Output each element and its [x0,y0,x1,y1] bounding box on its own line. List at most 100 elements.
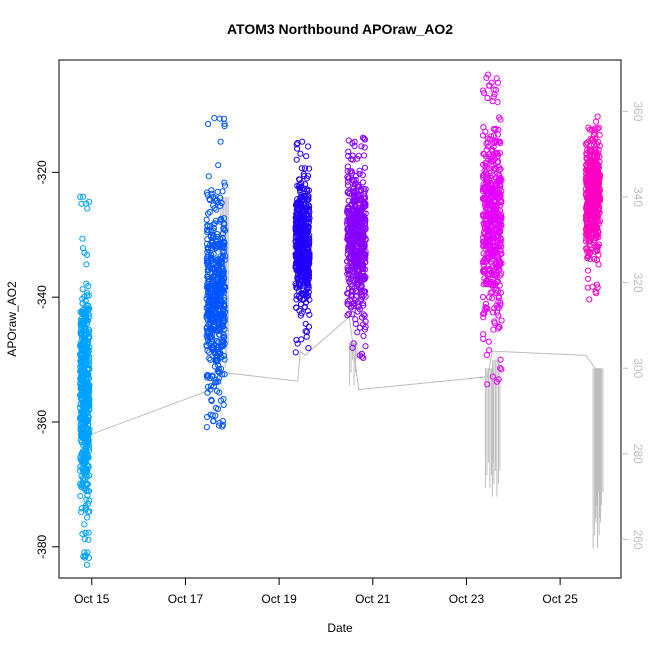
data-point [347,259,354,266]
data-point [595,138,602,145]
data-point [345,152,352,160]
data-point [220,215,228,222]
data-point [220,225,227,232]
data-point [491,139,498,147]
data-point [303,281,311,288]
data-point [592,200,599,207]
data-point [494,131,501,138]
data-point [494,99,501,106]
data-point [487,289,494,296]
data-point [498,270,505,277]
data-point [353,223,361,230]
data-point [77,492,84,500]
y-tick-label: -320 [35,160,49,184]
data-point [480,161,487,168]
data-point [221,297,228,304]
data-point [219,254,226,261]
data-point [292,349,299,356]
data-point [359,268,366,275]
secondary-y-axis: 360 340 320 300 280 260 [621,101,645,550]
data-point [203,424,210,431]
data-point [221,221,228,228]
data-point [587,249,594,256]
data-point [358,353,365,360]
data-point [485,197,492,204]
data-point [360,311,367,318]
data-point [344,182,352,189]
data-point [216,389,223,396]
data-point [203,240,210,247]
data-point [490,187,497,194]
data-point [344,290,351,297]
data-point [81,535,88,543]
data-point [300,195,307,202]
data-point [482,220,490,227]
data-point [359,300,367,307]
data-point [83,496,90,503]
y2-tick-label: 360 [631,101,645,121]
data-point [491,91,498,98]
data-point [84,492,91,499]
data-point [356,197,363,204]
data-point [354,282,361,289]
data-point [357,297,365,304]
data-point [354,181,361,188]
secondary-series [84,196,604,549]
data-point [203,216,210,223]
data-point [584,284,591,291]
data-point [78,481,86,488]
data-point [497,251,504,258]
data-point [491,305,498,312]
data-point [357,186,364,193]
data-point [361,136,368,143]
data-point [348,291,355,298]
data-point [496,185,504,192]
data-point [206,319,214,326]
data-point [81,330,88,337]
data-point [81,382,88,389]
data-point [214,349,221,356]
data-point [361,152,368,159]
data-point [212,376,219,383]
data-point [480,331,487,338]
data-point [210,383,217,390]
data-point [497,139,504,147]
data-point [204,252,211,259]
data-point [79,295,86,303]
data-point [298,336,305,343]
data-point [497,166,504,173]
data-point [483,146,490,153]
data-point [301,289,308,296]
data-point [220,401,227,408]
data-point [498,317,505,324]
data-point [78,342,85,349]
data-point [591,256,598,263]
data-point [300,207,308,214]
data-point [210,234,217,241]
series-5 [479,71,505,388]
series-2 [203,115,229,431]
data-point [304,307,311,315]
data-point [592,205,599,212]
data-point [219,321,226,328]
data-point [204,413,211,421]
data-point [485,338,492,345]
data-point [205,173,212,180]
data-point [596,197,604,204]
data-point [218,338,225,345]
data-point [213,237,220,244]
data-point [595,164,603,171]
data-point [361,135,368,142]
data-point [489,309,496,316]
data-point [220,239,228,246]
data-point [85,529,92,536]
data-point [214,405,222,413]
data-point [492,126,499,133]
data-point [206,208,213,216]
data-point [209,301,216,308]
data-point [593,173,600,181]
y-axis-label: APOraw_AO2 [5,281,19,357]
data-point [486,347,493,354]
data-point [304,280,311,287]
data-point [490,132,497,139]
